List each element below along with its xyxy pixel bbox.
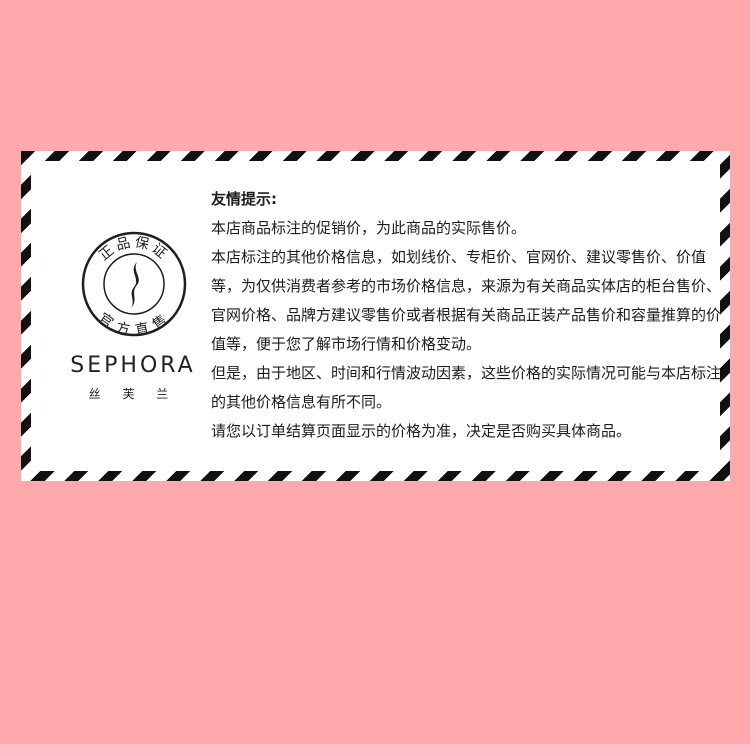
brand-name: SEPHORA [70,353,196,378]
sephora-flame-icon [131,262,139,308]
svg-text:正品保证: 正品保证 [96,234,171,264]
notice-title: 友情提示: [211,190,277,208]
seal-top-text: 正品保证 [96,234,168,264]
notice-paragraph: 本店商品标注的促销价，为此商品的实际售价。 [211,219,527,237]
notice-card-inner: 正品保证 官方直售 SEPHORA 丝 芙 兰 友情提示: 本店商品标注的促销价… [31,161,721,471]
brand-subname: 丝 芙 兰 [88,387,178,401]
notice-text-block: 友情提示: 本店商品标注的促销价，为此商品的实际售价。 本店标注的其他价格信息，… [211,185,721,446]
notice-paragraph: 但是，由于地区、时间和行情波动因素，这些价格的实际情况可能与本店标注的其他价格信… [211,364,722,411]
notice-paragraph: 本店标注的其他价格信息，如划线价、专柜价、官网价、建议零售价、价值等，为仅供消费… [211,248,722,353]
brand-block: 正品保证 官方直售 SEPHORA 丝 芙 兰 [53,215,213,415]
authenticity-seal: 正品保证 官方直售 [79,229,189,343]
seal-badge-icon: 正品保证 官方直售 [81,231,187,339]
notice-card: 正品保证 官方直售 SEPHORA 丝 芙 兰 友情提示: 本店商品标注的促销价… [21,151,730,481]
notice-paragraph: 请您以订单结算页面显示的价格为准，决定是否购买具体商品。 [211,422,632,440]
